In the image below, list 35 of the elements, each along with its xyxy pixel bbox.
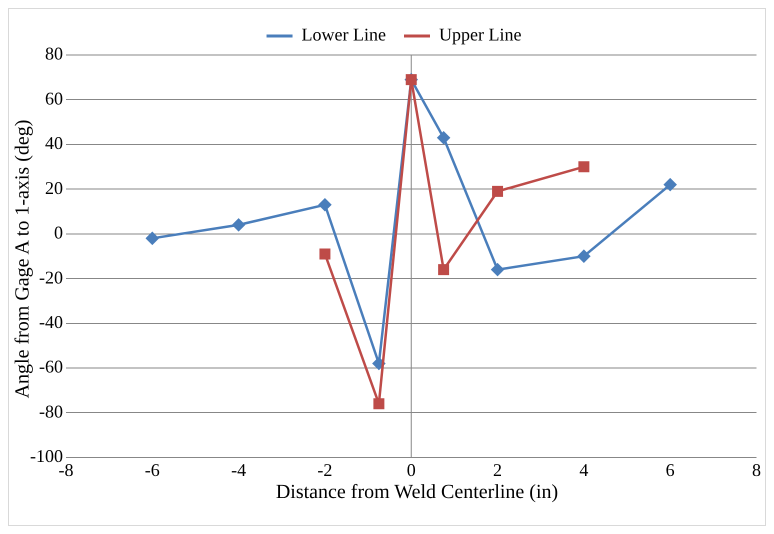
point	[578, 250, 590, 262]
y-tick-label: -20	[38, 267, 63, 288]
y-axis-title: Angle from Gage A to 1-axis (deg)	[12, 120, 34, 398]
legend-label: Lower Line	[302, 24, 386, 45]
point	[232, 218, 245, 232]
x-tick-label: -6	[144, 460, 160, 480]
point	[318, 198, 332, 212]
point	[491, 263, 504, 276]
y-tick-label: 80	[44, 44, 63, 64]
point	[492, 186, 504, 197]
y-tick-label: 40	[44, 133, 63, 154]
point	[372, 357, 386, 370]
x-tick-label: 6	[666, 460, 675, 480]
legend-label: Upper Line	[439, 24, 522, 45]
x-tick-label: -4	[231, 460, 246, 480]
x-axis-title: Distance from Weld Centerline (in)	[274, 481, 560, 504]
x-tick-label: 2	[493, 460, 502, 480]
y-tick-label: -80	[38, 401, 63, 422]
point	[578, 161, 590, 172]
point	[438, 264, 450, 276]
x-tick-label: -2	[317, 460, 332, 480]
x-tick-label: 8	[752, 460, 761, 480]
x-tick-label: 0	[406, 460, 416, 480]
y-tick-label: -100	[30, 446, 63, 466]
y-tick-label: -40	[38, 312, 63, 332]
point	[664, 178, 676, 191]
x-tick-label: 4	[579, 460, 588, 480]
y-tick-label: -60	[38, 356, 63, 377]
y-tick-label: 60	[44, 88, 63, 108]
point	[146, 232, 159, 245]
point	[437, 131, 450, 144]
point	[373, 398, 384, 410]
y-tick-label: 0	[54, 222, 63, 243]
point	[319, 248, 330, 260]
y-tick-label: 20	[44, 178, 63, 198]
